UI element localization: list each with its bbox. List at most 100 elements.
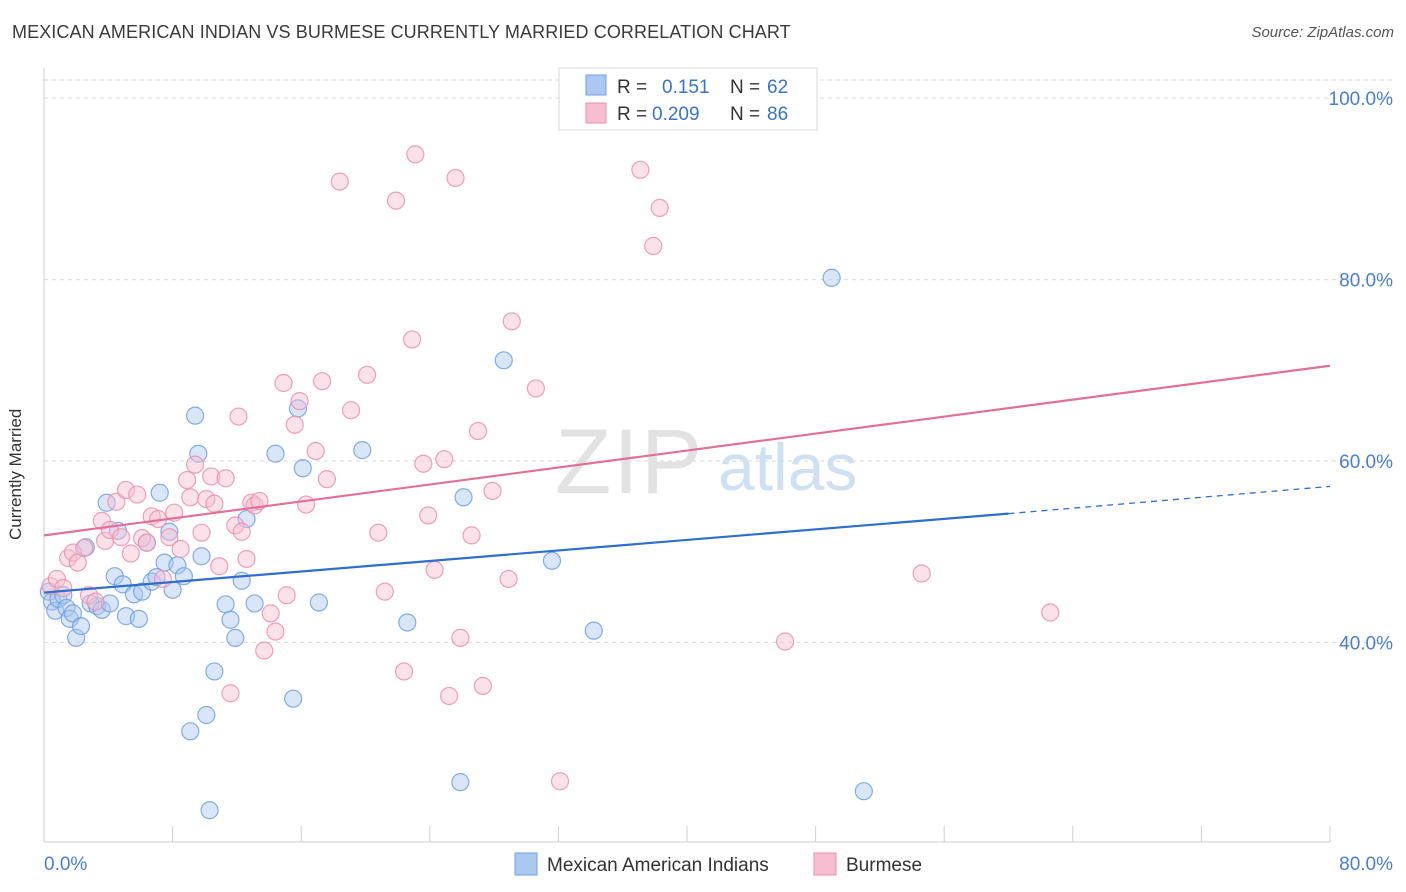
- data-point-pink: [483, 481, 502, 501]
- data-point-pink: [650, 198, 669, 218]
- data-point-blue: [584, 621, 603, 640]
- data-point-pink: [47, 569, 66, 589]
- data-point-pink: [205, 494, 224, 513]
- data-point-pink: [285, 415, 304, 434]
- data-point-pink: [317, 470, 337, 489]
- stats-r-value-pink: 0.209: [652, 104, 700, 125]
- data-point-blue: [100, 594, 120, 613]
- data-point-pink: [128, 485, 147, 504]
- data-point-blue: [398, 613, 417, 632]
- data-point-pink: [54, 578, 73, 598]
- data-point-pink: [171, 539, 190, 559]
- data-point-blue: [216, 595, 235, 614]
- data-point-blue: [353, 441, 372, 460]
- data-point-blue: [451, 773, 470, 792]
- data-point-blue: [205, 662, 224, 681]
- data-point-blue: [97, 493, 116, 512]
- data-point-pink: [237, 549, 256, 569]
- data-point-blue: [226, 628, 245, 647]
- data-point-blue: [454, 488, 473, 507]
- stats-legend: R = 0.151 N = 62 R = 0.209 N = 86: [558, 67, 818, 131]
- data-point-pink: [375, 582, 394, 601]
- data-point-pink: [631, 160, 650, 179]
- data-point-blue: [160, 522, 179, 541]
- data-point-blue: [129, 609, 148, 628]
- data-point-pink: [221, 684, 240, 703]
- data-point-pink: [121, 544, 140, 563]
- data-point-pink: [644, 236, 663, 256]
- data-point-pink: [86, 592, 105, 611]
- chart-title: MEXICAN AMERICAN INDIAN VS BURMESE CURRE…: [12, 22, 791, 42]
- data-point-blue: [293, 459, 312, 478]
- data-point-pink: [330, 172, 349, 191]
- legend-label-blue: Mexican American Indians: [547, 855, 769, 876]
- legend-swatch-blue: [514, 852, 538, 876]
- data-point-pink: [186, 455, 205, 474]
- y-tick-label: 60.0%: [1339, 452, 1393, 473]
- watermark: ZIP atlas: [555, 411, 857, 513]
- x-tick-label: 0.0%: [44, 854, 87, 875]
- data-point-blue: [132, 582, 152, 601]
- data-point-pink: [341, 401, 361, 420]
- data-point-blue: [245, 594, 264, 613]
- data-point-blue: [60, 609, 79, 628]
- data-point-blue: [186, 406, 205, 425]
- data-point-pink: [210, 557, 229, 576]
- data-point-blue: [181, 722, 200, 741]
- data-point-pink: [192, 523, 211, 542]
- data-point-pink: [181, 488, 200, 507]
- data-point-pink: [107, 492, 126, 511]
- series-pink-points: [41, 145, 1060, 791]
- data-point-pink: [63, 543, 83, 562]
- data-point-pink: [369, 523, 388, 542]
- data-point-pink: [414, 454, 433, 473]
- data-point-blue: [200, 801, 219, 820]
- stats-legend-swatch-blue: [585, 74, 607, 96]
- data-point-pink: [550, 772, 570, 791]
- data-point-pink: [250, 491, 269, 511]
- stats-n-label-blue: N =: [730, 77, 760, 98]
- data-point-pink: [446, 168, 465, 188]
- data-point-pink: [502, 312, 521, 331]
- data-point-blue: [266, 444, 285, 463]
- data-point-pink: [266, 622, 285, 641]
- data-point-pink: [277, 586, 296, 605]
- data-point-pink: [160, 528, 179, 547]
- data-point-blue: [822, 268, 841, 287]
- data-point-pink: [451, 628, 470, 647]
- data-point-pink: [59, 548, 78, 568]
- stats-legend-swatch-pink: [585, 102, 607, 124]
- trend-line-blue: [43, 512, 1009, 594]
- data-point-pink: [386, 191, 406, 210]
- stats-r-value-blue: 0.151: [662, 77, 710, 98]
- axes: [43, 68, 1331, 843]
- data-point-pink: [439, 686, 459, 706]
- data-point-pink: [425, 560, 444, 579]
- series-legend: Mexican American Indians Burmese: [514, 852, 922, 876]
- data-point-pink: [229, 407, 248, 426]
- data-point-pink: [499, 569, 518, 589]
- data-point-blue: [854, 782, 873, 801]
- data-point-blue: [46, 601, 65, 620]
- y-tick-label: 80.0%: [1339, 271, 1393, 292]
- data-point-blue: [71, 616, 91, 636]
- data-point-pink: [912, 564, 931, 583]
- watermark-atlas: atlas: [718, 430, 857, 504]
- data-point-pink: [112, 528, 131, 547]
- data-point-pink: [312, 372, 332, 391]
- data-point-pink: [137, 533, 156, 552]
- stats-n-label-pink: N =: [730, 104, 760, 125]
- data-point-pink: [394, 662, 414, 681]
- data-point-pink: [255, 641, 274, 660]
- legend-label-pink: Burmese: [846, 855, 922, 876]
- data-point-pink: [462, 526, 481, 545]
- y-tick-label: 100.0%: [1329, 89, 1394, 110]
- data-point-blue: [197, 705, 216, 725]
- data-point-blue: [150, 483, 169, 502]
- tick-labels: 40.0% 60.0% 80.0% 100.0% 0.0% 80.0%: [44, 89, 1393, 875]
- trend-line-pink: [43, 364, 1331, 537]
- data-point-blue: [221, 610, 240, 629]
- data-point-pink: [274, 373, 293, 393]
- stats-n-value-pink: 86: [767, 104, 788, 125]
